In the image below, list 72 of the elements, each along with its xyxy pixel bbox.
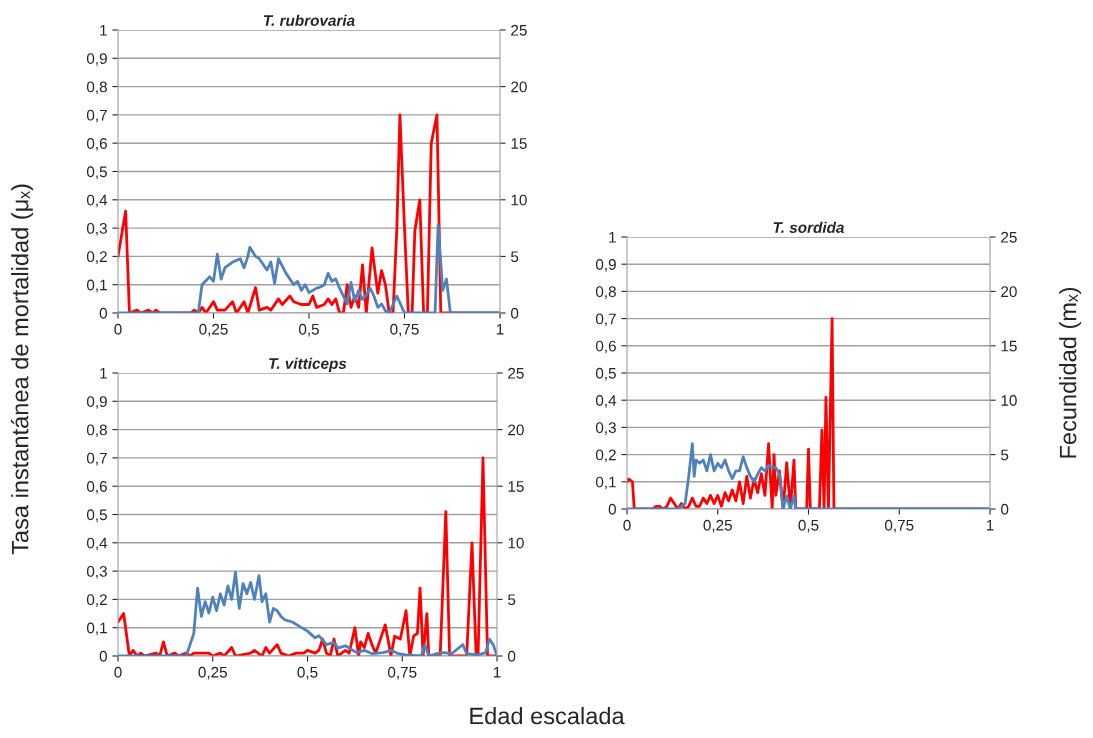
y2-tick-label: 0 — [511, 307, 519, 319]
y-tick-label: 0,1 — [86, 622, 107, 636]
y-tick-label: 0,2 — [595, 449, 616, 463]
y2-tick-label: 5 — [508, 594, 516, 606]
y-tick-label: 0,7 — [595, 313, 616, 327]
x-tick-label: 0 — [114, 323, 122, 335]
chart-title: T. rubrovaria — [263, 14, 355, 26]
y2-tick-label: 10 — [511, 194, 527, 206]
y2-tick-label: 10 — [508, 537, 524, 549]
x-tick-label: 0 — [114, 666, 122, 678]
x-tick-label: 0,5 — [297, 666, 318, 680]
y-tick-label: 0,7 — [86, 109, 107, 123]
y2-tick-label: 25 — [1001, 231, 1017, 243]
y-tick-label: 0,3 — [595, 422, 616, 435]
y-tick-label: 1 — [100, 368, 107, 379]
y2-axis-title: Fecundidad (mₓ) — [1059, 287, 1082, 458]
y2-tick-label: 0 — [1001, 503, 1009, 515]
x-tick-label: 0,25 — [198, 666, 227, 680]
y-tick-label: 0 — [608, 503, 616, 515]
y-tick-label: 0,4 — [86, 194, 108, 208]
x-tick-label: 0,5 — [798, 519, 819, 533]
x-tick-label: 0,75 — [387, 666, 417, 680]
y-tick-label: 0,2 — [86, 251, 107, 264]
y-tick-label: 0,6 — [595, 340, 616, 354]
x-tick-label: 0,75 — [390, 323, 419, 337]
y2-tick-label: 0 — [508, 650, 516, 662]
y2-tick-label: 15 — [511, 138, 527, 149]
y-tick-label: 0 — [99, 650, 107, 662]
y-tick-label: 0 — [99, 307, 107, 319]
y-tick-label: 0,8 — [86, 81, 107, 95]
y2-tick-label: 10 — [1001, 395, 1017, 406]
x-tick-label: 0,75 — [884, 519, 914, 533]
y-tick-label: 0,6 — [86, 138, 107, 151]
x-tick-label: 1 — [493, 666, 501, 678]
y-tick-label: 0,9 — [86, 53, 107, 66]
x-tick-label: 0,25 — [199, 323, 228, 337]
x-tick-label: 1 — [496, 323, 504, 335]
y2-tick-label: 5 — [511, 251, 519, 263]
chart-title: T. vitticeps — [269, 357, 347, 372]
y2-tick-label: 20 — [511, 81, 527, 93]
y-tick-label: 0,3 — [86, 565, 107, 579]
y-tick-label: 0,1 — [86, 279, 107, 293]
y-tick-label: 0,2 — [86, 594, 107, 607]
y-tick-label: 1 — [609, 232, 616, 243]
y2-tick-label: 20 — [508, 424, 524, 436]
y-tick-label: 0,5 — [86, 509, 107, 522]
y-tick-label: 0,8 — [86, 424, 107, 438]
y2-tick-label: 15 — [508, 481, 524, 492]
y-tick-label: 0,9 — [86, 396, 107, 409]
y-tick-label: 0,7 — [86, 452, 107, 466]
y2-tick-label: 25 — [511, 24, 527, 36]
y-tick-label: 0,1 — [595, 476, 616, 490]
x-tick-label: 0,25 — [703, 519, 732, 533]
y-tick-label: 0,4 — [595, 395, 617, 408]
chart-title: T. sordida — [773, 221, 844, 233]
y-tick-label: 0,4 — [86, 537, 108, 551]
y2-tick-label: 5 — [1001, 449, 1009, 461]
y2-tick-label: 15 — [1001, 340, 1017, 352]
x-tick-label: 0,5 — [298, 323, 319, 337]
x-axis-title: Edad escalada — [470, 706, 625, 725]
y2-tick-label: 20 — [1001, 286, 1017, 298]
y-tick-label: 0,5 — [595, 367, 616, 381]
y-tick-label: 0,3 — [86, 222, 107, 236]
y2-tick-label: 25 — [508, 367, 524, 379]
y-tick-label: 0,8 — [595, 286, 616, 299]
y-tick-label: 0,5 — [86, 166, 107, 179]
y-tick-label: 0,6 — [86, 481, 107, 494]
x-tick-label: 1 — [986, 519, 994, 531]
x-tick-label: 0 — [623, 519, 631, 531]
y-tick-label: 0,9 — [595, 259, 616, 272]
y-tick-label: 1 — [100, 25, 107, 36]
y-axis-title: Tasa instantánea de mortalidad (μₓ) — [10, 184, 34, 555]
